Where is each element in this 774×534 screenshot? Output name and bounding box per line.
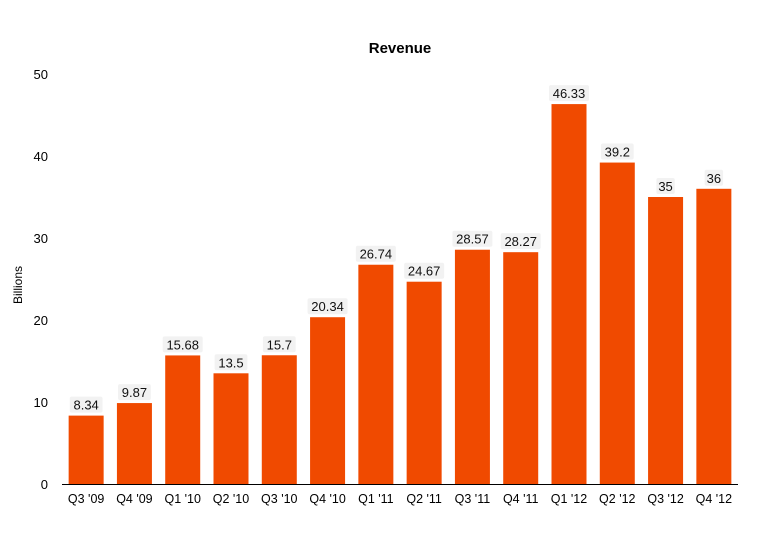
data-label-background bbox=[69, 396, 103, 413]
data-label: 36 bbox=[707, 171, 721, 186]
data-label: 26.74 bbox=[360, 247, 393, 262]
bar bbox=[116, 403, 152, 484]
data-label-background bbox=[500, 233, 541, 250]
data-label: 46.33 bbox=[553, 86, 586, 101]
bars bbox=[68, 104, 732, 485]
bar bbox=[68, 415, 104, 484]
data-label: 15.7 bbox=[267, 337, 292, 352]
data-label: 28.57 bbox=[456, 232, 489, 247]
data-label-background bbox=[600, 143, 634, 160]
bar bbox=[599, 162, 635, 484]
data-label: 28.27 bbox=[504, 234, 537, 249]
bar bbox=[503, 252, 539, 484]
data-label: 8.34 bbox=[73, 398, 98, 413]
bar bbox=[310, 317, 346, 484]
bar bbox=[551, 104, 587, 485]
y-tick-label: 0 bbox=[41, 477, 48, 492]
x-tick-label: Q1 '12 bbox=[551, 492, 587, 506]
data-label-background bbox=[118, 384, 151, 401]
bar bbox=[454, 249, 490, 484]
x-tick-label: Q2 '12 bbox=[599, 492, 635, 506]
y-tick-label: 40 bbox=[34, 149, 48, 164]
data-label-background bbox=[404, 262, 445, 279]
bar bbox=[406, 281, 442, 484]
data-label-background bbox=[355, 245, 396, 262]
x-tick-label: Q2 '10 bbox=[213, 492, 249, 506]
x-tick-label: Q3 '12 bbox=[647, 492, 683, 506]
x-axis-ticks: Q3 '09 Q4 '09 Q1 '10 Q2 '10 Q3 '10 Q4 '10 Q1 '… bbox=[68, 492, 732, 506]
data-label-background bbox=[162, 336, 203, 353]
data-label: 24.67 bbox=[408, 264, 441, 279]
data-label: 39.2 bbox=[605, 145, 630, 160]
bar bbox=[213, 373, 249, 484]
x-tick-label: Q3 '09 bbox=[68, 492, 104, 506]
y-axis-ticks: 0 10 20 30 40 50 bbox=[34, 67, 48, 492]
bar bbox=[696, 188, 732, 485]
bar bbox=[261, 355, 297, 484]
bar bbox=[358, 264, 394, 484]
data-label-background bbox=[452, 230, 493, 247]
x-tick-label: Q1 '10 bbox=[164, 492, 200, 506]
data-label: 13.5 bbox=[218, 355, 243, 370]
y-tick-label: 10 bbox=[34, 395, 48, 410]
y-tick-label: 30 bbox=[34, 231, 48, 246]
data-label-background bbox=[214, 354, 248, 371]
chart-title: Revenue bbox=[369, 40, 432, 57]
y-tick-label: 20 bbox=[34, 313, 48, 328]
data-label-background bbox=[549, 85, 589, 102]
x-tick-label: Q4 '10 bbox=[309, 492, 345, 506]
data-label: 20.34 bbox=[311, 299, 344, 314]
data-label: 35 bbox=[658, 179, 672, 194]
x-tick-label: Q1 '11 bbox=[358, 492, 394, 506]
data-label-background bbox=[656, 178, 675, 194]
x-tick-label: Q2 '11 bbox=[406, 492, 442, 506]
y-axis-label: Billions bbox=[11, 266, 25, 304]
data-label: 15.68 bbox=[166, 337, 199, 352]
bar bbox=[165, 355, 201, 484]
x-tick-label: Q3 '10 bbox=[261, 492, 297, 506]
y-tick-label: 50 bbox=[34, 67, 48, 82]
data-label-background bbox=[262, 336, 296, 353]
data-label-background bbox=[307, 298, 348, 315]
x-tick-label: Q4 '11 bbox=[503, 492, 539, 506]
data-label-background bbox=[704, 169, 724, 186]
data-label: 9.87 bbox=[122, 385, 147, 400]
data-labels: 8.34 9.87 15.68 13.5 15.7 20.34 26.74 24.67 28.5… bbox=[69, 85, 724, 413]
x-tick-label: Q4 '12 bbox=[696, 492, 732, 506]
bar bbox=[648, 197, 684, 484]
x-tick-label: Q3 '11 bbox=[455, 492, 491, 506]
x-tick-label: Q4 '09 bbox=[116, 492, 152, 506]
